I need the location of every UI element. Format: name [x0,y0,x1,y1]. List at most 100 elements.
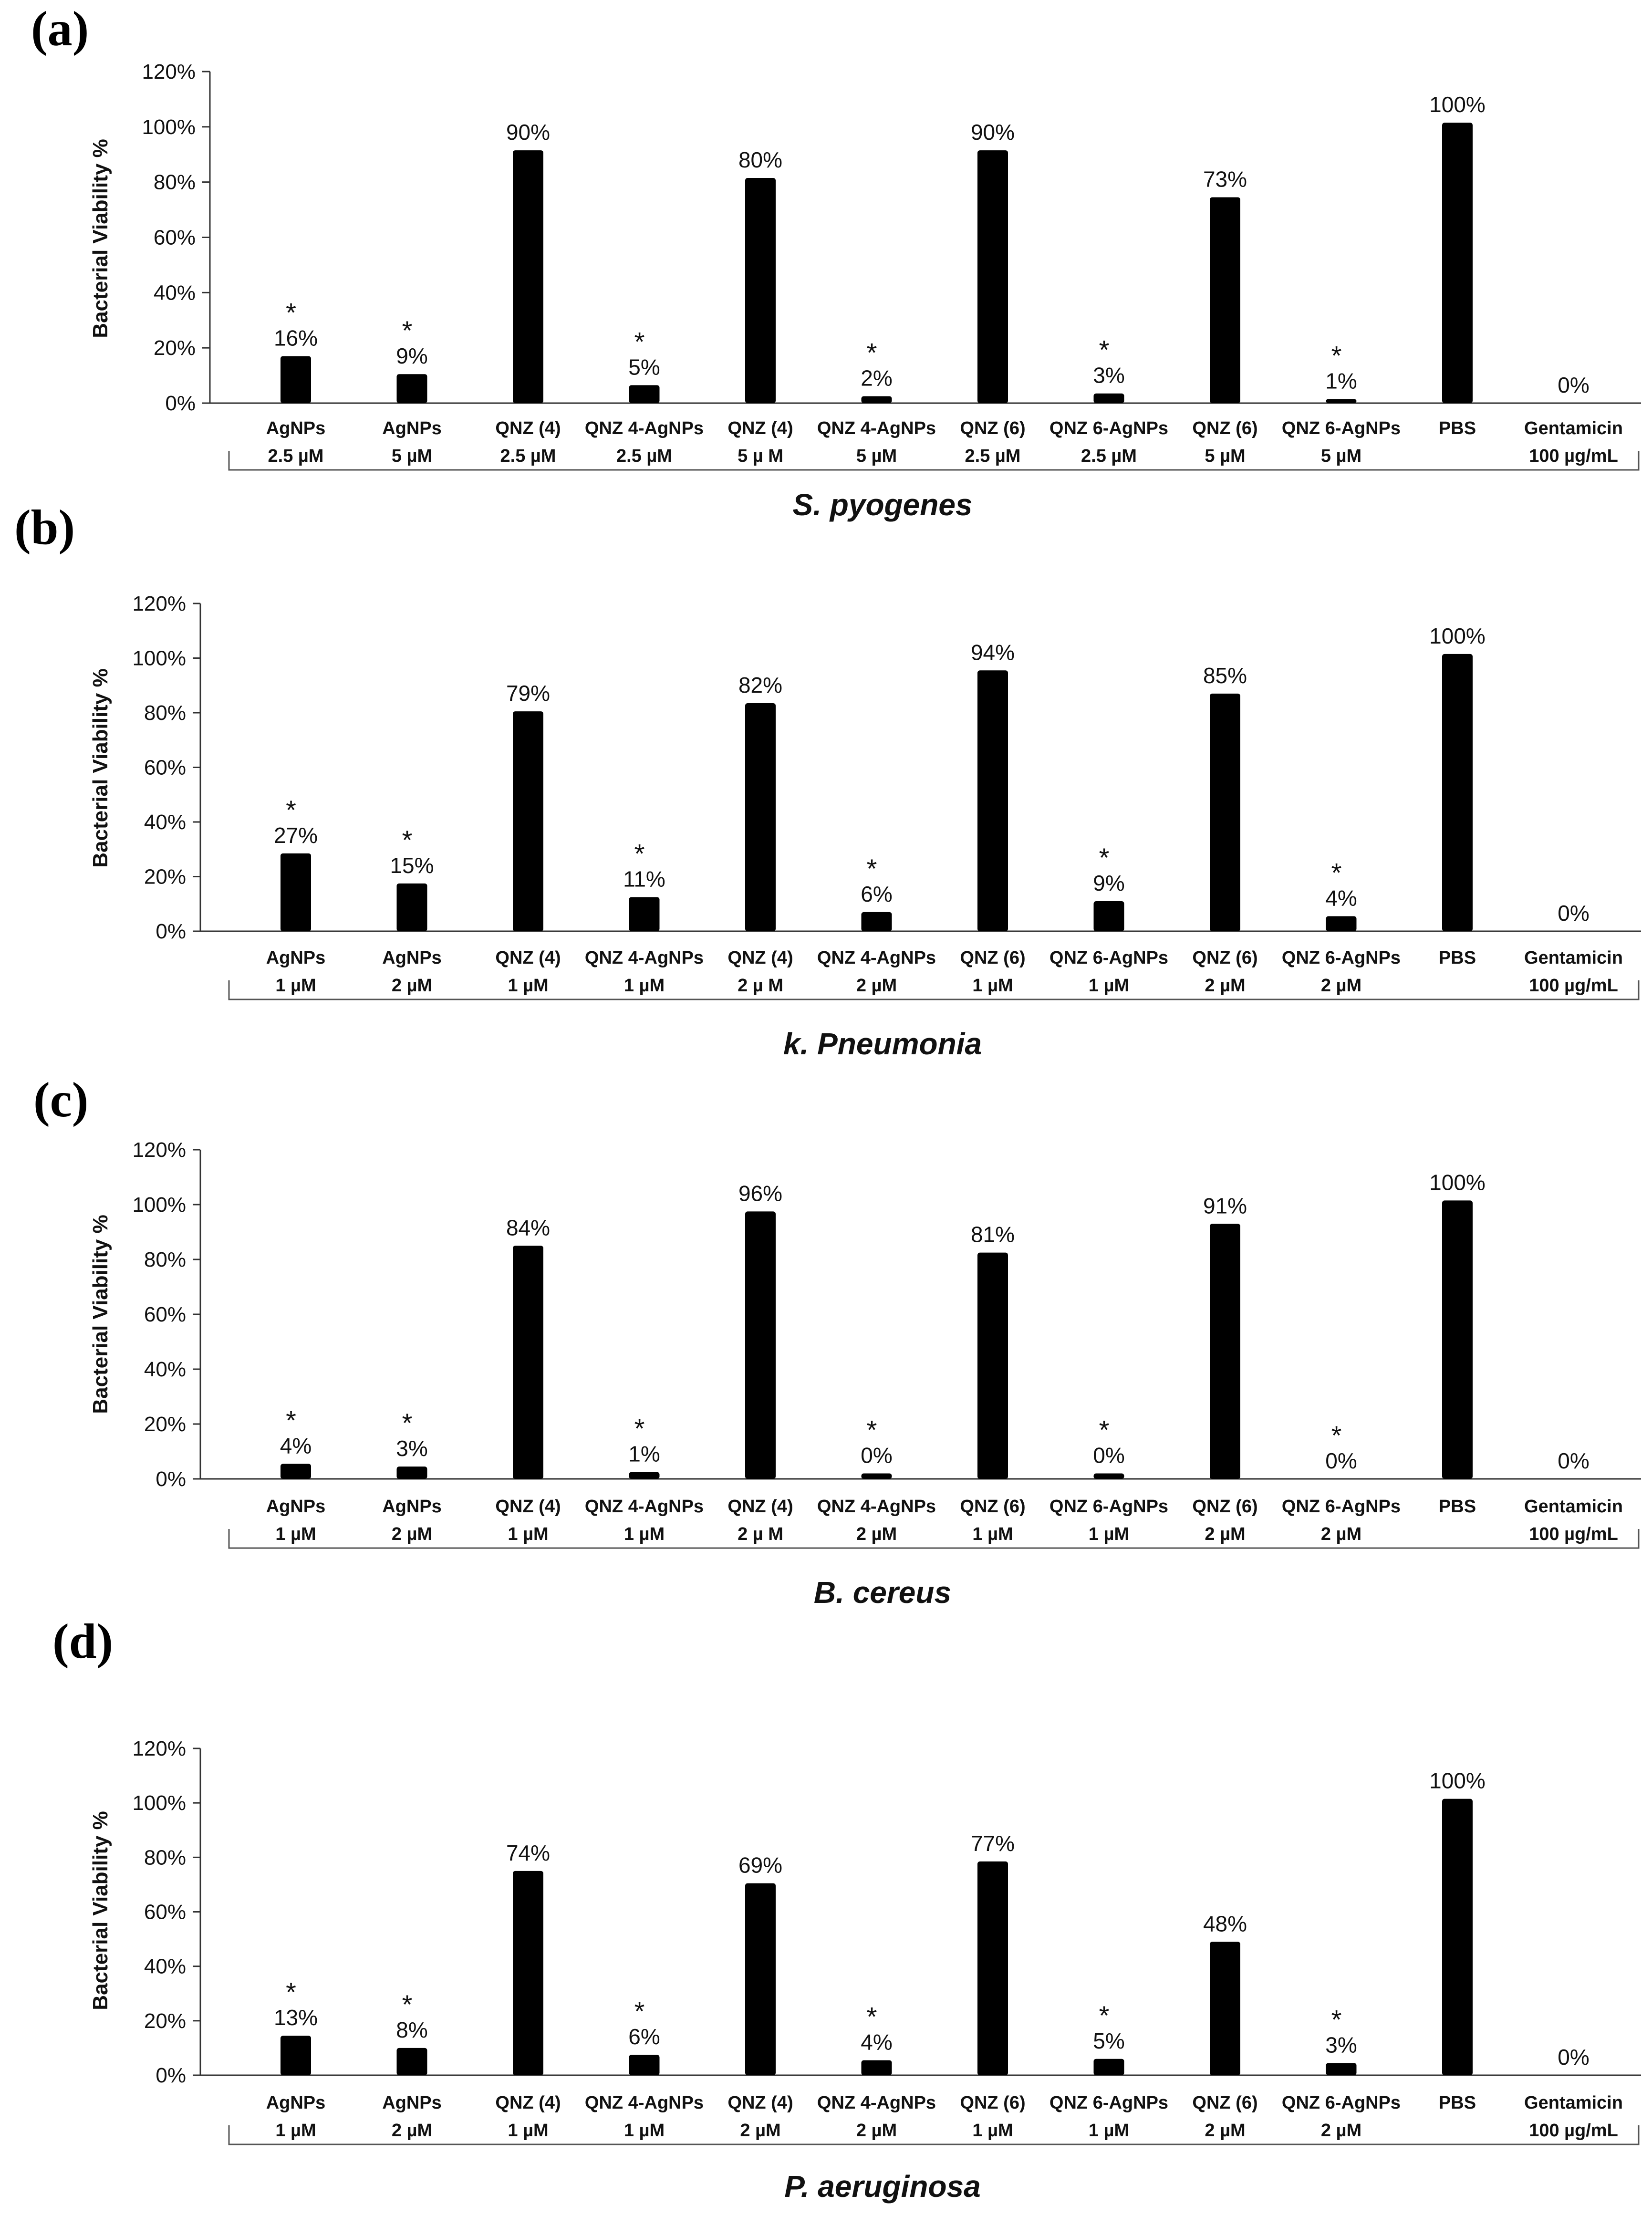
category-label: QNZ (6) [1192,418,1257,438]
category-sublabel: 2.5 µM [616,446,672,466]
category-label: AgNPs [266,1497,326,1517]
data-label: 16% [274,326,318,351]
y-tick-label: 0% [156,920,186,943]
category-label: QNZ 6-AgNPs [1282,418,1401,438]
category-sublabel: 2 µ M [738,1524,783,1544]
bar [1442,1799,1473,2075]
category-sublabel: 2.5 µM [1081,446,1137,466]
y-tick-label: 80% [144,1248,186,1271]
bar [745,1883,776,2075]
data-label: 4% [280,1433,312,1458]
data-label: 0% [1558,373,1589,397]
data-label: 100% [1429,624,1486,648]
bar [1326,2063,1357,2075]
bar [396,374,427,403]
chart-panel-1: (a) Bacterial Viability % 0% 20% 40% 60% 80% 10… [31,1,1641,522]
y-tick-label: 60% [144,1303,186,1326]
y-tick-label: 100% [142,115,196,139]
bar [629,2055,660,2075]
category-sublabel: 5 µM [1321,446,1361,466]
category-sublabel: 1 µM [508,2121,548,2141]
category-label: QNZ (4) [727,1497,793,1517]
bar [1442,654,1473,931]
bar [861,396,892,403]
bar [1210,693,1240,931]
category-label: QNZ (4) [495,1497,561,1517]
significance-star: * [402,1408,413,1438]
bar [1326,399,1357,403]
significance-star: * [634,1996,645,2026]
y-axis-label: Bacterial Viability % [89,1215,112,1414]
y-axis-label: Bacterial Viability % [89,139,112,338]
panel-label: (a) [31,1,89,56]
category-label: QNZ 4-AgNPs [817,1497,936,1517]
significance-star: * [867,1415,877,1445]
data-label: 73% [1203,167,1247,192]
category-label: Gentamicin [1524,948,1623,968]
data-label: 3% [1325,2032,1357,2057]
bar [281,2036,311,2075]
y-axis-label: Bacterial Viability % [89,1811,112,2010]
category-label: QNZ (4) [495,948,561,968]
significance-star: * [634,838,645,868]
category-label: QNZ 6-AgNPs [1282,948,1401,968]
data-label: 9% [396,343,427,368]
category-sublabel: 1 µM [972,2121,1013,2141]
y-tick-label: 0% [165,392,196,415]
category-bracket [228,980,1640,1000]
category-label: QNZ (4) [727,418,793,438]
category-bracket [228,451,1640,471]
data-label: 8% [396,2017,427,2042]
bar [861,2060,892,2075]
chart-title: P. aeruginosa [784,2169,980,2204]
y-axis-label: Bacterial Viability % [89,668,112,867]
data-label: 1% [1325,368,1357,393]
data-label: 82% [738,673,782,697]
category-sublabel: 2 µM [1205,976,1245,996]
bar [861,1473,892,1479]
category-sublabel: 100 µg/mL [1529,446,1618,466]
category-label: QNZ 6-AgNPs [1282,2093,1401,2113]
category-sublabel: 1 µM [508,976,548,996]
chart-panel-4: (d) Bacterial Viability % 0% 20% 40% 60% 80% 10… [52,1614,1641,2204]
significance-star: * [1099,1415,1110,1445]
significance-star: * [867,2002,877,2032]
data-label: 1% [628,1442,660,1466]
category-label: QNZ 4-AgNPs [817,2093,936,2113]
data-label: 0% [1558,901,1589,926]
data-label: 84% [506,1215,550,1240]
y-tick-label: 60% [144,1901,186,1924]
bar [629,897,660,931]
y-tick-label: 0% [156,1467,186,1491]
bar [629,385,660,403]
data-label: 27% [274,823,318,848]
data-label: 2% [861,366,892,391]
bar [281,356,311,403]
data-label: 13% [274,2005,318,2030]
category-label: AgNPs [382,948,442,968]
y-tick-label: 20% [144,2009,186,2033]
category-label: QNZ 4-AgNPs [585,2093,704,2113]
panel-label: (c) [33,1072,88,1127]
y-tick-label: 40% [144,1955,186,1978]
data-label: 80% [738,147,782,172]
y-tick-label: 100% [132,1791,186,1815]
y-tick-label: 120% [142,60,196,83]
data-label: 5% [1093,2028,1124,2053]
category-sublabel: 5 µ M [738,446,783,466]
y-tick-label: 40% [144,1358,186,1381]
significance-star: * [1099,2000,1110,2030]
category-sublabel: 2 µM [392,2121,432,2141]
data-label: 0% [1093,1443,1124,1468]
bar [513,150,543,403]
data-label: 3% [1093,363,1124,388]
category-sublabel: 100 µg/mL [1529,2121,1618,2141]
chart-title: k. Pneumonia [783,1027,982,1061]
category-sublabel: 1 µM [275,1524,316,1544]
category-sublabel: 2 µM [856,2121,897,2141]
panel-label: (d) [52,1614,113,1669]
category-sublabel: 1 µM [972,976,1013,996]
data-label: 0% [1558,2045,1589,2069]
bar [977,150,1008,403]
bar [1442,1200,1473,1479]
